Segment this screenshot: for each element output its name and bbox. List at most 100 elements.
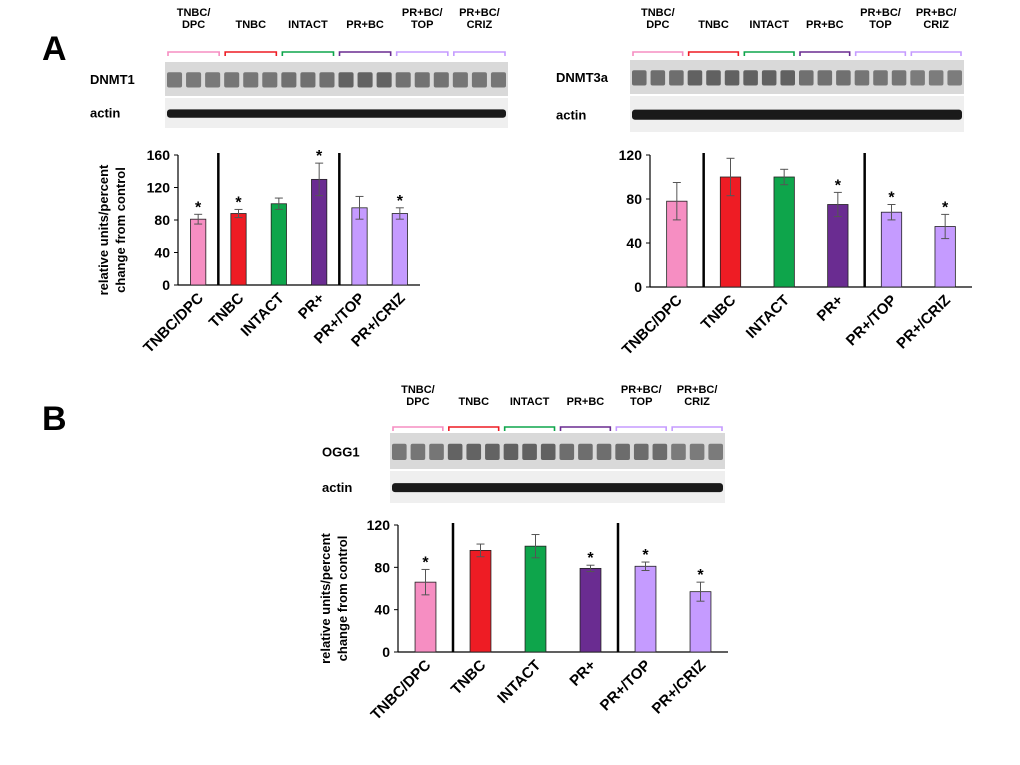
- dnmt3a-protein-label: DNMT3a: [556, 70, 609, 85]
- dnmt1-protein-band: [414, 72, 430, 88]
- ogg1-protein-band: [466, 443, 482, 460]
- ogg1-bar: [579, 567, 602, 653]
- ogg1-y-tick-label: 120: [367, 517, 391, 533]
- ogg1-actin-label: actin: [322, 480, 352, 495]
- ogg1-protein-band: [578, 443, 593, 460]
- ogg1-significance-star: *: [587, 550, 594, 567]
- dnmt3a-significance-star: *: [835, 177, 842, 194]
- dnmt1-x-tick-label: TNBC/DPC: [140, 290, 207, 357]
- panel-letter-b: B: [42, 400, 67, 438]
- dnmt3a-protein-band: [873, 70, 888, 86]
- dnmt1-protein-band: [471, 72, 487, 88]
- dnmt3a-y-tick-label: 0: [634, 279, 642, 295]
- dnmt3a-blot-background: [630, 60, 964, 94]
- ogg1-bar: [634, 565, 657, 653]
- ogg1-protein-band: [559, 443, 575, 460]
- ogg1-lane-bracket: [559, 426, 612, 431]
- ogg1-x-tick-label: TNBC: [448, 657, 490, 699]
- dnmt3a-lane-label: TNBC/DPC: [641, 7, 675, 31]
- dnmt1-lane-label: PR+BC/TOP: [402, 7, 443, 31]
- dnmt1-y-axis-label: relative units/percent: [96, 164, 111, 295]
- dnmt3a-lane-bracket: [687, 51, 740, 56]
- dnmt1-significance-star: *: [235, 194, 242, 211]
- dnmt3a-x-tick-label: TNBC: [698, 292, 740, 334]
- ogg1-lane-label: TNBC/DPC: [401, 385, 435, 408]
- ogg1-protein-band: [689, 443, 705, 460]
- dnmt3a-protein-band: [724, 70, 740, 86]
- dnmt3a-protein-band: [799, 70, 814, 86]
- dnmt3a-protein-band: [928, 70, 944, 86]
- ogg1-lane-bracket: [503, 426, 556, 431]
- ogg1-figure: TNBC/DPC TNBC INTACT PR+BC PR+BC/TOP PR+BC/CR…: [318, 385, 728, 724]
- ogg1-x-tick-label: TNBC/DPC: [368, 657, 435, 724]
- ogg1-bar: [524, 545, 547, 653]
- dnmt3a-significance-star: *: [888, 190, 895, 207]
- dnmt1-x-tick-label: INTACT: [238, 290, 288, 340]
- dnmt3a-lane-label: PR+BC/TOP: [860, 7, 901, 31]
- dnmt1-y-tick-label: 160: [147, 147, 171, 163]
- ogg1-protein-band: [503, 443, 519, 460]
- dnmt1-lane-bracket: [395, 51, 449, 56]
- dnmt1-significance-star: *: [195, 199, 202, 216]
- dnmt3a-x-tick-label: PR+/TOP: [843, 292, 901, 350]
- dnmt3a-protein-band: [780, 70, 795, 86]
- ogg1-lane-label: INTACT: [510, 396, 550, 408]
- ogg1-x-tick-label: PR+/CRIZ: [649, 657, 710, 718]
- ogg1-lane-bracket: [392, 426, 444, 431]
- dnmt3a-x-tick-label: INTACT: [743, 292, 793, 342]
- ogg1-lane-label: PR+BC/TOP: [621, 385, 662, 408]
- dnmt1-protein-band: [224, 72, 240, 88]
- ogg1-significance-star: *: [642, 547, 649, 564]
- dnmt3a-lane-bracket: [910, 51, 962, 56]
- ogg1-significance-star: *: [697, 567, 704, 584]
- dnmt1-figure: TNBC/DPC TNBC INTACT PR+BC PR+BC/TOP PR+BC/CR…: [90, 7, 508, 357]
- ogg1-y-tick-label: 0: [382, 644, 390, 660]
- dnmt3a-protein-band: [669, 70, 684, 86]
- dnmt3a-bar: [880, 211, 903, 288]
- dnmt1-lane-label: INTACT: [288, 19, 328, 31]
- ogg1-protein-band: [522, 443, 537, 460]
- ogg1-lane-bracket: [448, 426, 500, 431]
- dnmt3a-lane-bracket: [854, 51, 907, 56]
- ogg1-y-axis-label: change from control: [335, 536, 350, 662]
- ogg1-lane-label: PR+BC: [567, 396, 605, 408]
- ogg1-lane-bracket: [671, 426, 723, 431]
- dnmt1-protein-band: [205, 72, 221, 88]
- dnmt1-lane-label: TNBC: [235, 19, 266, 31]
- dnmt1-actin-label: actin: [90, 106, 120, 121]
- dnmt1-protein-band: [262, 72, 278, 88]
- ogg1-protein-band: [615, 443, 630, 460]
- ogg1-actin-band: [392, 483, 723, 493]
- dnmt1-protein-band: [319, 72, 335, 88]
- dnmt1-protein-band: [338, 72, 354, 88]
- ogg1-protein-band: [540, 443, 556, 460]
- ogg1-lane-label: PR+BC/CRIZ: [677, 385, 718, 408]
- dnmt1-x-tick-label: PR+: [295, 290, 328, 323]
- dnmt3a-protein-band: [910, 70, 925, 86]
- dnmt1-protein-band: [243, 72, 259, 88]
- dnmt1-protein-band: [376, 72, 392, 88]
- dnmt1-protein-band: [186, 72, 202, 88]
- ogg1-protein-band: [596, 443, 612, 460]
- dnmt3a-actin-label: actin: [556, 107, 586, 122]
- dnmt1-lane-bracket: [453, 51, 506, 56]
- dnmt3a-protein-band: [854, 70, 870, 86]
- dnmt1-lane-bracket: [281, 51, 335, 56]
- dnmt1-significance-star: *: [397, 193, 404, 210]
- ogg1-protein-band: [410, 443, 426, 460]
- dnmt1-significance-star: *: [316, 148, 323, 165]
- dnmt3a-protein-band: [743, 70, 758, 86]
- dnmt1-bar: [391, 213, 408, 286]
- dnmt3a-protein-band: [761, 70, 777, 86]
- dnmt1-lane-label: PR+BC/CRIZ: [459, 7, 500, 31]
- dnmt3a-protein-band: [687, 70, 703, 86]
- dnmt1-lane-bracket: [338, 51, 392, 56]
- ogg1-y-tick-label: 80: [374, 559, 390, 575]
- dnmt3a-protein-band: [947, 70, 962, 86]
- dnmt3a-actin-band: [632, 109, 962, 120]
- ogg1-y-tick-label: 40: [374, 602, 390, 618]
- dnmt3a-protein-band: [817, 70, 833, 86]
- dnmt1-protein-band: [357, 72, 373, 88]
- ogg1-protein-label: OGG1: [322, 444, 360, 459]
- panel-letter-a: A: [42, 30, 67, 68]
